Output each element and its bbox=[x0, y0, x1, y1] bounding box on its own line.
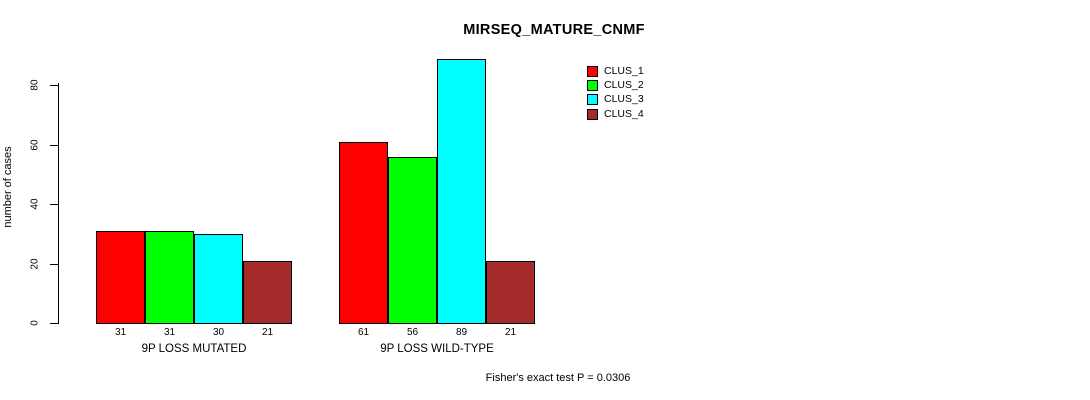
bar-value-label: 21 bbox=[504, 327, 517, 338]
legend-swatch-clus_1 bbox=[587, 66, 598, 77]
stat-annotation: Fisher's exact test P = 0.0306 bbox=[485, 372, 631, 384]
bar-value-label: 30 bbox=[212, 327, 225, 338]
legend-label-clus_4: CLUS_4 bbox=[604, 107, 644, 120]
bar-clus_3-group2 bbox=[437, 59, 486, 324]
bar-clus_2-group1 bbox=[145, 231, 194, 324]
bar-value-label: 61 bbox=[357, 327, 370, 338]
bar-value-label: 31 bbox=[114, 327, 127, 338]
bar-value-label: 89 bbox=[455, 327, 468, 338]
bar-value-label: 31 bbox=[163, 327, 176, 338]
y-tick-label: 80 bbox=[29, 79, 41, 91]
bar-clus_1-group2 bbox=[339, 142, 388, 324]
legend-label-clus_1: CLUS_1 bbox=[604, 65, 644, 77]
y-axis-tick bbox=[50, 204, 58, 205]
bar-clus_4-group1 bbox=[243, 261, 292, 324]
x-category-label: 9P LOSS MUTATED bbox=[141, 343, 247, 355]
bar-clus_4-group2 bbox=[486, 261, 535, 324]
bar-value-label: 21 bbox=[261, 327, 274, 338]
y-axis-tick bbox=[50, 264, 58, 265]
legend-swatch-clus_4 bbox=[587, 108, 598, 120]
legend-label-clus_3: CLUS_3 bbox=[604, 93, 644, 106]
bar-clus_3-group1 bbox=[194, 234, 243, 324]
y-axis-tick bbox=[50, 145, 58, 146]
legend-label-clus_2: CLUS_2 bbox=[604, 79, 644, 92]
y-tick-label: 60 bbox=[29, 139, 41, 151]
y-axis-line bbox=[58, 83, 59, 324]
legend-swatch-clus_3 bbox=[587, 94, 598, 106]
bar-clus_1-group1 bbox=[96, 231, 145, 324]
y-tick-label: 40 bbox=[29, 198, 41, 210]
y-axis-tick bbox=[50, 323, 58, 324]
y-axis-tick bbox=[50, 85, 58, 86]
y-tick-label: 0 bbox=[29, 320, 41, 326]
bar-value-label: 56 bbox=[406, 327, 419, 338]
chart-title: MIRSEQ_MATURE_CNMF bbox=[463, 22, 645, 38]
y-tick-label: 20 bbox=[29, 258, 41, 270]
y-axis-label: number of cases bbox=[2, 146, 14, 228]
bar-clus_2-group2 bbox=[388, 157, 437, 324]
x-category-label: 9P LOSS WILD-TYPE bbox=[380, 343, 494, 355]
legend-swatch-clus_2 bbox=[587, 80, 598, 92]
